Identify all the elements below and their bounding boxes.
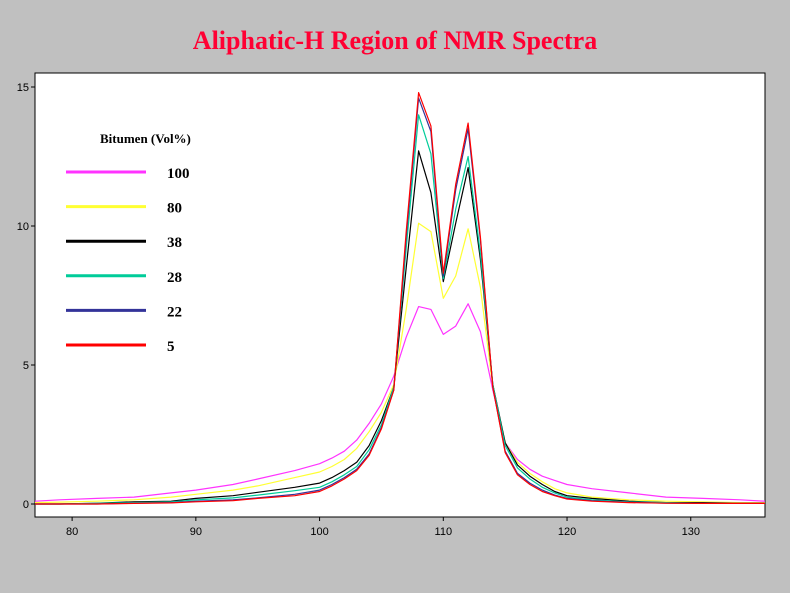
y-tick-label: 10 xyxy=(17,221,29,233)
plot-frame xyxy=(34,72,766,518)
chart-title: Aliphatic-H Region of NMR Spectra xyxy=(192,26,598,55)
axes-layer: 0 5 10 15 80 90 100 110 120 130 xyxy=(17,82,700,538)
series-line-38 xyxy=(35,150,765,505)
series-line-80 xyxy=(34,222,765,504)
legend-label-28: 28 xyxy=(167,270,182,286)
x-tick-label: 110 xyxy=(435,526,453,538)
legend-title: Bitumen (Vol%) xyxy=(100,131,191,146)
legend-label-22: 22 xyxy=(167,304,182,320)
y-tick-label: 15 xyxy=(17,82,29,94)
y-tick-label: 5 xyxy=(23,360,29,372)
x-tick-label: 80 xyxy=(66,526,78,538)
legend-label-5: 5 xyxy=(167,339,175,355)
x-tick-label: 90 xyxy=(190,526,202,538)
legend-label-100: 100 xyxy=(167,166,190,182)
series-layer xyxy=(34,91,766,505)
x-tick-label: 100 xyxy=(310,526,328,538)
x-tick-label: 120 xyxy=(558,526,576,538)
plot-area xyxy=(34,72,766,518)
legend-label-38: 38 xyxy=(167,235,182,251)
series-line-100 xyxy=(34,303,766,502)
series-line-5 xyxy=(35,91,765,505)
y-tick-label: 0 xyxy=(23,499,29,511)
legend: Bitumen (Vol%) 100 80 38 28 22 5 xyxy=(66,131,191,355)
x-tick-label: 130 xyxy=(682,526,700,538)
series-line-28 xyxy=(35,114,765,505)
legend-label-80: 80 xyxy=(167,201,182,217)
